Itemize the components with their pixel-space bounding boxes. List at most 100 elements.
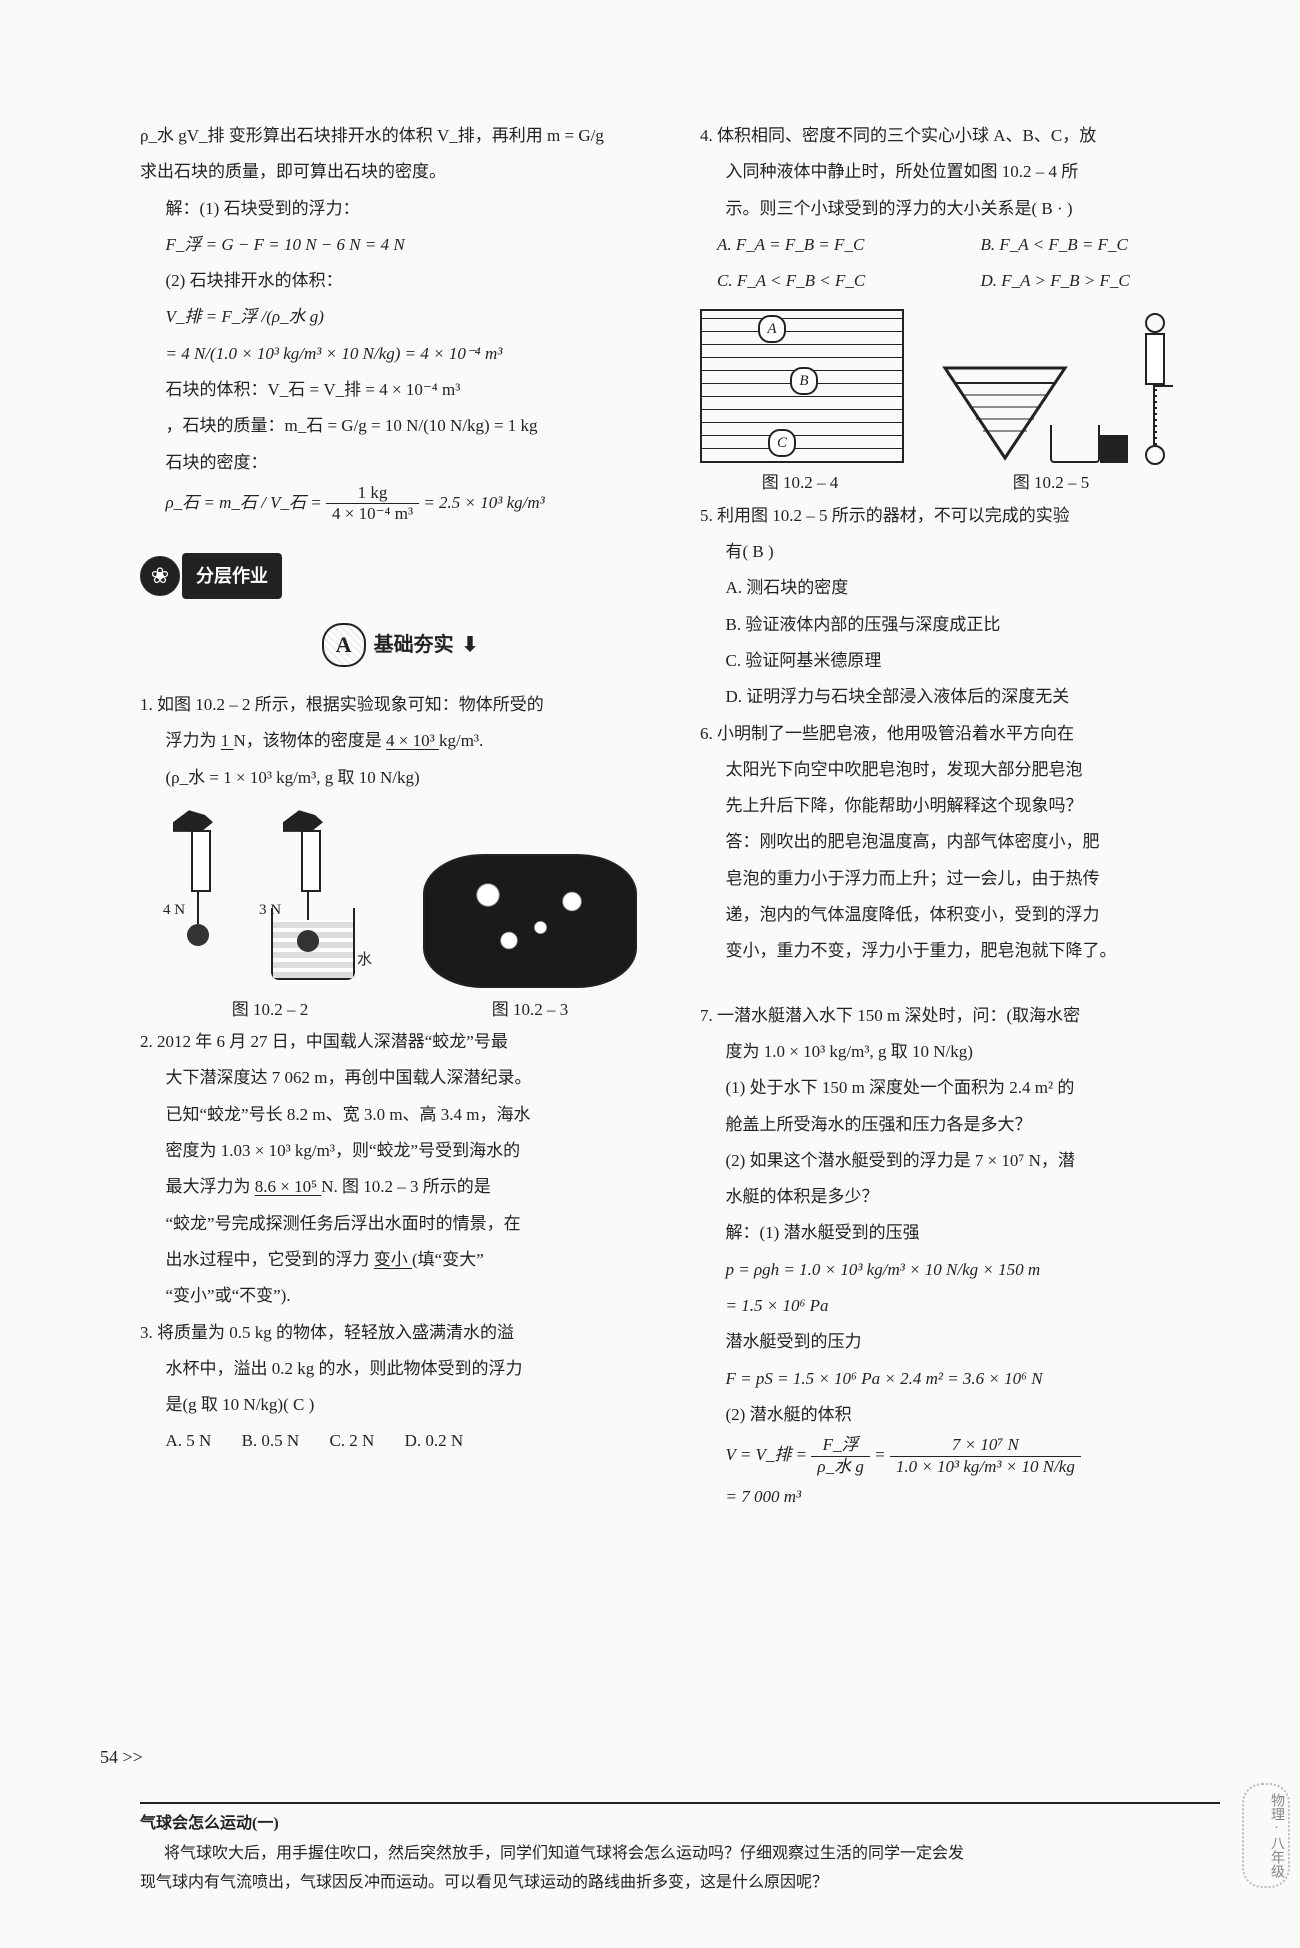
solution-line: 解：(1) 石块受到的浮力： — [140, 193, 660, 225]
figure-10-2-3 — [423, 854, 637, 988]
q4-options: A. F_A = F_B = F_C B. F_A < F_B = F_C C.… — [700, 229, 1220, 298]
section-badge: ❀ 分层作业 — [140, 553, 660, 599]
q3-line: 是(g 取 10 N/kg)( C ) — [140, 1389, 660, 1421]
right-column: 4. 体积相同、密度不同的三个实心小球 A、B、C，放 入同种液体中静止时，所处… — [700, 120, 1220, 1730]
q5-line: 5. 利用图 10.2 – 5 所示的器材，不可以完成的实验 — [700, 500, 1220, 532]
q7-solution: = 1.5 × 10⁶ Pa — [700, 1290, 1220, 1322]
option-D: D. F_A > F_B > F_C — [981, 265, 1221, 297]
q3-options: A. 5 N B. 0.5 N C. 2 N D. 0.2 N — [140, 1425, 660, 1457]
q6-answer: 皂泡的重力小于浮力而上升；过一会儿，由于热传 — [700, 863, 1220, 895]
q6-line: 太阳光下向空中吹肥皂泡时，发现大部分肥皂泡 — [700, 754, 1220, 786]
q7-solution: 解：(1) 潜水艇受到的压强 — [700, 1217, 1220, 1249]
intro-line: 求出石块的质量，即可算出石块的密度。 — [140, 156, 660, 188]
figure-caption: 图 10.2 – 5 — [936, 467, 1166, 499]
weight-icon — [297, 930, 319, 952]
solution-line: 石块的密度： — [140, 447, 660, 479]
sub-header-text: 基础夯实 — [374, 626, 454, 664]
option-D: D. 证明浮力与石块全部浸入液体后的深度无关 — [700, 681, 1220, 713]
option-C: C. 验证阿基米德原理 — [700, 645, 1220, 677]
figure-10-2-5 — [940, 313, 1170, 463]
footnote: 气球会怎么运动(一) 将气球吹大后，用手握住吹口，然后突然放手，同学们知道气球将… — [140, 1802, 1220, 1898]
q7-line: 度为 1.0 × 10³ kg/m³, g 取 10 N/kg) — [700, 1036, 1220, 1068]
solution-line: (2) 石块排开水的体积： — [140, 265, 660, 297]
circle-A-icon: A — [322, 623, 366, 667]
page-number: 54 >> — [100, 1747, 143, 1768]
q6-answer: 递，泡内的气体温度降低，体积变小，受到的浮力 — [700, 899, 1220, 931]
option-C: C. 2 N — [329, 1425, 374, 1457]
option-A: A. F_A = F_B = F_C — [717, 229, 957, 261]
q7-line: (2) 如果这个潜水艇受到的浮力是 7 × 10⁷ N，潜 — [700, 1145, 1220, 1177]
figure-10-2-2: 4 N 3 N 水 — [163, 808, 383, 988]
answer-blank: 变小 — [374, 1250, 412, 1269]
string-icon — [197, 890, 199, 924]
q6-answer: 变小，重力不变，浮力小于重力，肥皂泡就下降了。 — [700, 935, 1220, 967]
figure-captions: 图 10.2 – 2 图 10.2 – 3 — [140, 994, 660, 1026]
page: ρ_水 gV_排 变形算出石块排开水的体积 V_排，再利用 m = G/g 求出… — [0, 0, 1300, 1948]
q2-line: 最大浮力为 8.6 × 10⁵ N. 图 10.2 – 3 所示的是 — [140, 1171, 660, 1203]
fraction: F_浮 ρ_水 g — [811, 1435, 869, 1477]
q7-line: 7. 一潜水艇潜入水下 150 m 深处时，问：(取海水密 — [700, 1000, 1220, 1032]
intro-line: ρ_水 gV_排 变形算出石块排开水的体积 V_排，再利用 m = G/g — [140, 120, 660, 152]
q2-line: 出水过程中，它受到的浮力 变小 (填“变大” — [140, 1244, 660, 1276]
q7-line: (1) 处于水下 150 m 深度处一个面积为 2.4 m² 的 — [700, 1072, 1220, 1104]
answer-blank: 8.6 × 10⁵ — [255, 1177, 322, 1196]
solution-fraction: ρ_石 = m_石 / V_石 = 1 kg 4 × 10⁻⁴ m³ = 2.5… — [140, 483, 660, 525]
spring-scale-icon — [191, 830, 211, 892]
badge-label: 分层作业 — [182, 553, 282, 599]
q7-line: 水艇的体积是多少？ — [700, 1181, 1220, 1213]
water-label: 水 — [357, 946, 372, 975]
left-column: ρ_水 gV_排 变形算出石块排开水的体积 V_排，再利用 m = G/g 求出… — [140, 120, 660, 1730]
option-C: C. F_A < F_B < F_C — [717, 265, 957, 297]
overflow-cup-icon — [1050, 425, 1100, 463]
q7-solution: p = ρgh = 1.0 × 10³ kg/m³ × 10 N/kg × 15… — [700, 1254, 1220, 1286]
q2-line: 大下潜深度达 7 062 m，再创中国载人深潜纪录。 — [140, 1062, 660, 1094]
ball-B: B — [790, 367, 818, 395]
q7-line: 舱盖上所受海水的压强和压力各是多大？ — [700, 1109, 1220, 1141]
figure-captions: 图 10.2 – 4 图 10.2 – 5 — [700, 467, 1220, 499]
weight-icon — [187, 924, 209, 946]
solution-line: 石块的体积：V_石 = V_排 = 4 × 10⁻⁴ m³ — [140, 374, 660, 406]
option-A: A. 5 N — [166, 1425, 212, 1457]
q7-solution: (2) 潜水艇的体积 — [700, 1399, 1220, 1431]
option-D: D. 0.2 N — [405, 1425, 464, 1457]
solution-line: = 4 N/(1.0 × 10³ kg/m³ × 10 N/kg) = 4 × … — [140, 338, 660, 370]
bold-arrow-icon: ⬇ — [462, 626, 479, 664]
footnote-line: 将气球吹大后，用手握住吹口，然后突然放手，同学们知道气球将会怎么运动吗？仔细观察… — [140, 1840, 1220, 1869]
spring-scale-icon — [301, 830, 321, 892]
q7-fraction: V = V_排 = F_浮 ρ_水 g = 7 × 10⁷ N 1.0 × 10… — [700, 1435, 1220, 1477]
q7-solution: F = pS = 1.5 × 10⁶ Pa × 2.4 m² = 3.6 × 1… — [700, 1363, 1220, 1395]
option-B: B. 验证液体内部的压强与深度成正比 — [700, 609, 1220, 641]
spring-scale-icon — [1140, 313, 1170, 453]
q3-line: 3. 将质量为 0.5 kg 的物体，轻轻放入盛满清水的溢 — [140, 1317, 660, 1349]
q5-line: 有( B ) — [700, 536, 1220, 568]
figure-10-2-4: A B C — [700, 309, 904, 463]
q7-solution: = 7 000 m³ — [700, 1481, 1220, 1513]
solution-line: V_排 = F_浮 /(ρ_水 g) — [140, 301, 660, 333]
figure-row: 4 N 3 N 水 — [140, 808, 660, 988]
figure-row: A B C — [700, 309, 1220, 463]
ball-C: C — [768, 429, 796, 457]
q1-line: (ρ_水 = 1 × 10³ kg/m³, g 取 10 N/kg) — [140, 762, 660, 794]
q1-line: 浮力为 1 N，该物体的密度是 4 × 10³ kg/m³. — [140, 725, 660, 757]
q2-line: 已知“蛟龙”号长 8.2 m、宽 3.0 m、高 3.4 m，海水 — [140, 1099, 660, 1131]
ball-A: A — [758, 315, 786, 343]
q4-line: 示。则三个小球受到的浮力的大小关系是( B · ) — [700, 193, 1220, 225]
fraction: 7 × 10⁷ N 1.0 × 10³ kg/m³ × 10 N/kg — [890, 1435, 1081, 1477]
two-column-layout: ρ_水 gV_排 变形算出石块排开水的体积 V_排，再利用 m = G/g 求出… — [140, 120, 1220, 1730]
footnote-line: 现气球内有气流喷出，气球因反冲而运动。可以看见气球运动的路线曲折多变，这是什么原… — [140, 1869, 1220, 1898]
answer-blank: 1 — [221, 731, 234, 750]
figure-caption: 图 10.2 – 4 — [700, 467, 900, 499]
hand-icon — [283, 808, 323, 832]
q4-line: 4. 体积相同、密度不同的三个实心小球 A、B、C，放 — [700, 120, 1220, 152]
force-label: 4 N — [163, 896, 185, 925]
hand-icon — [173, 808, 213, 832]
q2-line: 2. 2012 年 6 月 27 日，中国载人深潜器“蛟龙”号最 — [140, 1026, 660, 1058]
solution-line: F_浮 = G − F = 10 N − 6 N = 4 N — [140, 229, 660, 261]
q2-line: “变小”或“不变”). — [140, 1280, 660, 1312]
q6-line: 6. 小明制了一些肥皂液，他用吸管沿着水平方向在 — [700, 718, 1220, 750]
stone-block-icon — [1100, 435, 1128, 463]
q6-answer: 答：刚吹出的肥皂泡温度高，内部气体密度小，肥 — [700, 826, 1220, 858]
option-B: B. F_A < F_B = F_C — [981, 229, 1221, 261]
q3-line: 水杯中，溢出 0.2 kg 的水，则此物体受到的浮力 — [140, 1353, 660, 1385]
option-B: B. 0.5 N — [242, 1425, 300, 1457]
